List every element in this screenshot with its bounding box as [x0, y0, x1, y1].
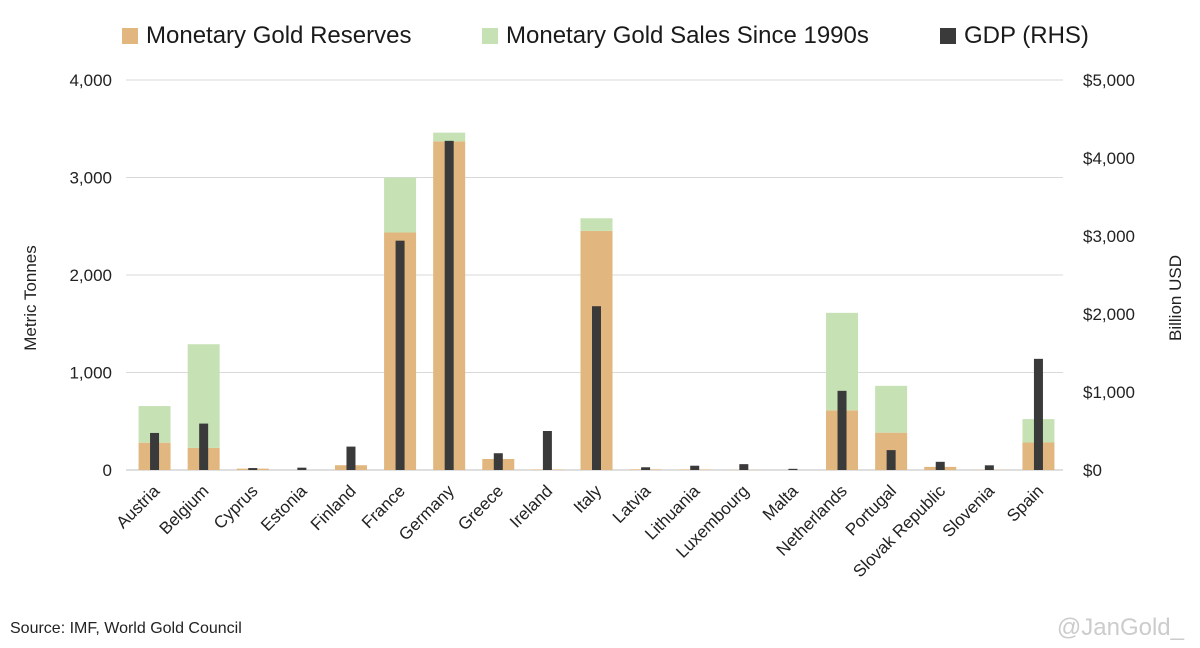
- watermark: @JanGold_: [1056, 614, 1184, 641]
- legend-item-reserves: Monetary Gold Reserves: [122, 22, 411, 50]
- legend: Monetary Gold Reserves Monetary Gold Sal…: [0, 22, 1200, 62]
- legend-swatch-gdp: [940, 28, 956, 44]
- y-tick-label-left: 1,000: [69, 364, 112, 383]
- legend-swatch-reserves: [122, 28, 138, 44]
- y-tick-label-left: 3,000: [69, 169, 112, 188]
- x-tick-label: Slovenia: [939, 481, 999, 541]
- legend-label-reserves: Monetary Gold Reserves: [146, 22, 412, 49]
- gdp-bar: [690, 465, 700, 470]
- gdp-bar: [297, 467, 307, 470]
- sales-bar: [580, 218, 613, 231]
- x-tick-label: Italy: [570, 481, 606, 517]
- gdp-bar: [739, 464, 749, 470]
- right-axis-title: Billion USD: [1166, 255, 1185, 341]
- left-axis-title: Metric Tonnes: [21, 245, 40, 351]
- gdp-bar: [199, 423, 209, 470]
- x-tick-label: Spain: [1003, 481, 1047, 525]
- sales-bar: [875, 385, 908, 433]
- gdp-bar: [592, 306, 601, 470]
- gdp-bar: [837, 390, 847, 470]
- gdp-bar: [641, 467, 651, 470]
- legend-item-gdp: GDP (RHS): [940, 22, 1089, 50]
- y-tick-label-left: 4,000: [69, 71, 112, 90]
- gdp-bar: [935, 461, 945, 470]
- x-tick-label: Cyprus: [210, 481, 262, 533]
- y-tick-label-left: 0: [103, 461, 112, 480]
- x-tick-label: Greece: [454, 481, 507, 534]
- y-tick-label-right: $4,000: [1083, 149, 1135, 168]
- y-tick-label-right: $2,000: [1083, 305, 1135, 324]
- gdp-bar: [346, 446, 356, 470]
- legend-swatch-sales: [482, 28, 498, 44]
- y-tick-label-right: $5,000: [1083, 71, 1135, 90]
- gdp-bar: [395, 240, 405, 470]
- y-tick-label-right: $3,000: [1083, 227, 1135, 246]
- gdp-bar: [542, 431, 552, 470]
- x-tick-label: Estonia: [257, 481, 311, 535]
- x-tick-label: Belgium: [156, 481, 213, 538]
- y-tick-label-right: $1,000: [1083, 383, 1135, 402]
- legend-label-sales: Monetary Gold Sales Since 1990s: [506, 22, 869, 49]
- source-note: Source: IMF, World Gold Council: [10, 620, 242, 637]
- gdp-bar: [1033, 358, 1043, 470]
- y-tick-label-left: 2,000: [69, 266, 112, 285]
- gdp-bar: [984, 465, 994, 470]
- x-tick-label: Finland: [307, 481, 360, 534]
- gdp-bar: [150, 432, 160, 470]
- x-tick-label: Slovak Republic: [849, 481, 949, 581]
- x-tick-label: Ireland: [506, 481, 556, 531]
- x-tick-label: Malta: [759, 481, 802, 524]
- sales-bar: [384, 177, 417, 233]
- gdp-bar: [886, 450, 896, 470]
- gdp-bar: [788, 468, 798, 470]
- x-tick-label: Latvia: [609, 481, 655, 527]
- gdp-bar: [444, 140, 454, 470]
- gdp-bar: [248, 468, 258, 470]
- y-tick-label-right: $0: [1083, 461, 1102, 480]
- legend-item-sales: Monetary Gold Sales Since 1990s: [482, 22, 869, 50]
- sales-bar: [433, 132, 466, 142]
- legend-label-gdp: GDP (RHS): [964, 22, 1089, 49]
- gdp-bar: [493, 453, 503, 470]
